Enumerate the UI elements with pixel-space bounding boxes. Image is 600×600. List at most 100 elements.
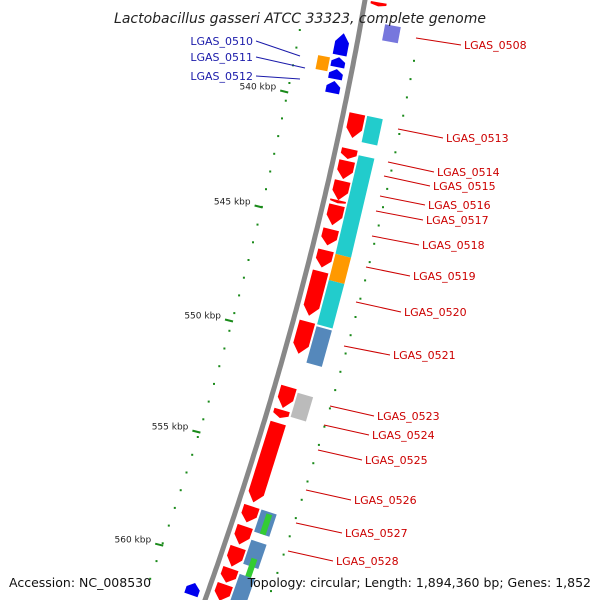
gc-dot (213, 382, 215, 385)
gc-dot (288, 82, 291, 84)
gene-features (184, 1, 401, 600)
kbp-tick-label: 555 kbp (152, 423, 189, 433)
gc-dot (364, 279, 367, 282)
leader-line-plus (305, 489, 352, 501)
gc-dot (161, 542, 164, 545)
cog-band (306, 326, 332, 367)
gene-label-plus: LGAS_0519 (413, 270, 476, 283)
gc-dot (149, 577, 152, 580)
leader-line-plus (387, 161, 435, 173)
cds-plus-arrow (346, 112, 366, 138)
cds-minus-arrow (184, 583, 200, 598)
cog-band (243, 557, 258, 582)
gc-dot (233, 312, 236, 315)
kbp-tick-label: 540 kbp (240, 83, 277, 93)
gene-label-minus: LGAS_0512 (190, 70, 253, 83)
genome-backbone (202, 0, 368, 600)
cds-plus-arrow (293, 319, 316, 354)
leader-line-minus (255, 56, 306, 69)
cds-plus-arrow (241, 503, 260, 523)
cds-minus-arrow (332, 33, 349, 57)
cds-plus-arrow (332, 179, 351, 201)
leader-line-plus (295, 522, 343, 534)
leader-line-plus (365, 266, 411, 277)
gc-dot (277, 135, 280, 138)
gc-dot (306, 480, 309, 483)
cds-plus-arrow (321, 227, 339, 246)
gc-dot (281, 117, 283, 120)
gene-label-plus: LGAS_0524 (372, 429, 435, 442)
cog-band (290, 392, 314, 422)
gc-dot (300, 498, 303, 501)
gc-dot (270, 590, 272, 593)
cds-plus-arrow (330, 198, 346, 204)
gc-dot (269, 170, 272, 173)
gc-dot (368, 261, 371, 264)
gc-dot (294, 517, 297, 520)
gc-dot (218, 365, 221, 368)
gene-label-plus: LGAS_0514 (437, 166, 500, 179)
gene-label-plus: LGAS_0521 (393, 349, 456, 362)
gc-dot (349, 334, 352, 337)
gc-dot (298, 29, 301, 31)
gc-dot (312, 462, 315, 465)
leader-line-plus (287, 550, 334, 562)
leader-line-plus (371, 235, 420, 246)
gene-label-plus: LGAS_0520 (404, 306, 467, 319)
cds-plus-arrow (220, 566, 239, 583)
gc-dot (284, 99, 287, 102)
gene-label-plus: LGAS_0508 (464, 39, 527, 52)
cds-minus-arrow (325, 81, 341, 95)
gc-dot (398, 133, 401, 135)
accession-text: Accession: NC_008530 (9, 575, 151, 590)
gc-dot (394, 151, 397, 154)
cog-band (259, 513, 273, 536)
cds-minus-arrow (330, 57, 346, 69)
gc-dot (273, 152, 276, 155)
cds-plus-arrow (340, 147, 358, 159)
gc-dot (202, 418, 205, 421)
kbp-tick-mark (279, 89, 289, 94)
gc-dot (265, 188, 267, 191)
gc-dot (373, 242, 376, 245)
cog-band-minus (315, 55, 330, 72)
cog-band (328, 253, 351, 284)
gc-dot (328, 407, 331, 410)
leader-line-plus (343, 345, 391, 356)
cds-plus-arrow (303, 269, 329, 316)
gc-dot (276, 571, 279, 574)
leader-line-minus (255, 40, 301, 57)
gc-dot (339, 370, 342, 373)
leader-line-plus (383, 175, 431, 187)
gc-dot (354, 316, 357, 318)
genome-summary-text: Topology: circular; Length: 1,894,360 bp… (247, 575, 591, 590)
gc-dot (155, 560, 158, 563)
gene-label-plus: LGAS_0525 (365, 454, 428, 467)
leader-line-plus (397, 128, 444, 139)
cog-band (335, 155, 375, 258)
gene-label-minus: LGAS_0511 (190, 51, 253, 64)
cds-plus-arrow (214, 582, 233, 600)
leader-line-plus (323, 424, 370, 436)
cog-band (243, 539, 267, 569)
gc-dot (282, 553, 285, 556)
cds-plus-arrow (326, 203, 345, 226)
gc-dot (242, 276, 245, 279)
gc-dot (334, 389, 337, 392)
gc-dot (377, 224, 380, 227)
gc-dot (413, 59, 415, 62)
gene-label-plus: LGAS_0527 (345, 527, 408, 540)
kbp-tick-mark (154, 542, 164, 547)
leader-line-plus (317, 449, 363, 461)
gene-label-plus: LGAS_0526 (354, 494, 417, 507)
cds-plus-arrow (248, 420, 286, 503)
gc-dot (359, 297, 362, 300)
gene-label-plus: LGAS_0513 (446, 132, 509, 145)
cog-band (382, 24, 401, 44)
gc-dot (402, 114, 405, 117)
kbp-tick-label: 550 kbp (184, 312, 221, 322)
gc-dot (223, 347, 226, 350)
gc-dot (179, 489, 182, 492)
kbp-tick-mark (254, 204, 263, 209)
